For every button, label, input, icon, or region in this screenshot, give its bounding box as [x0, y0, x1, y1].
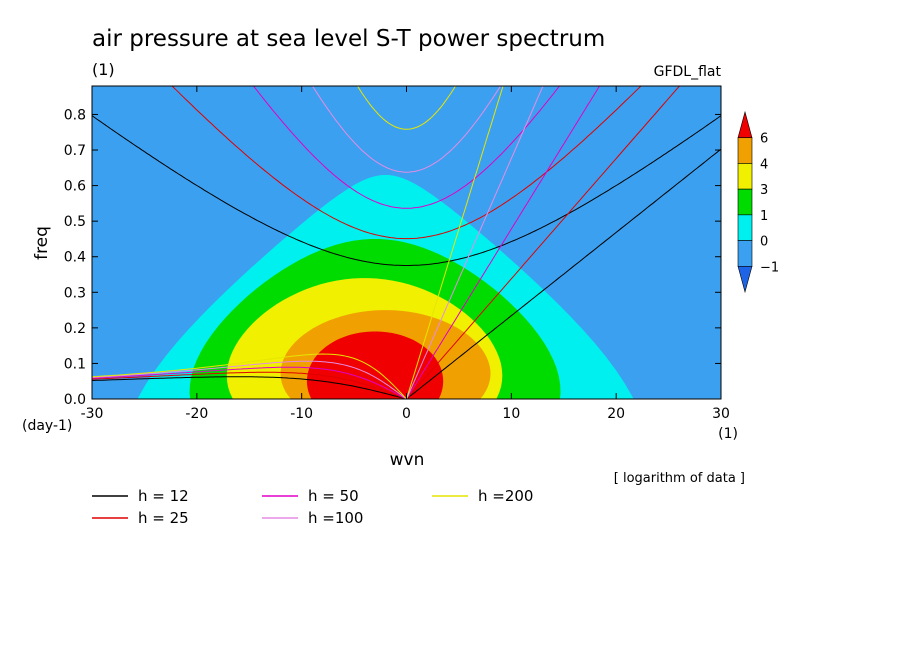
- data-note: [ logarithm of data ]: [614, 471, 745, 486]
- rossby-curve-h100: [92, 360, 407, 399]
- y-units: (day-1): [22, 418, 72, 434]
- colorbar-label: 1: [760, 209, 768, 224]
- contour-fills: [137, 175, 634, 399]
- legend: h = 12 h = 25 h = 50 h =100 h =200: [92, 487, 533, 527]
- y-axis: 0.0 0.1 0.2 0.3 0.4 0.5 0.6 0.7 0.8: [64, 107, 721, 408]
- colorbar-segment: [737, 240, 753, 267]
- y-tick-label: 0.5: [64, 214, 86, 230]
- x-axis-label: wvn: [390, 450, 425, 470]
- colorbar-segment: [737, 137, 753, 164]
- gravity-curve-h100: [311, 86, 502, 173]
- colorbar-label: 6: [760, 132, 768, 147]
- legend-label: h = 25: [138, 509, 189, 527]
- x-tick-label: 10: [502, 406, 520, 422]
- plot-area: [92, 86, 721, 399]
- rossby-curve-h12: [92, 376, 407, 399]
- kelvin-line-h100: [406, 86, 544, 399]
- gravity-curve-h12: [92, 115, 721, 266]
- x-tick-label: -20: [185, 406, 208, 422]
- kelvin-line-h200: [406, 86, 504, 399]
- colorbar: 6 4 3 1 0 −1: [737, 110, 779, 294]
- legend-label: h = 50: [308, 487, 359, 505]
- dispersion-curves: [92, 86, 721, 399]
- x-tick-label: -30: [81, 406, 104, 422]
- y-tick-label: 0.1: [64, 356, 86, 372]
- kelvin-line-h12: [406, 148, 721, 399]
- y-tick-label: 0.0: [64, 392, 86, 408]
- y-tick-label: 0.3: [64, 285, 86, 301]
- kelvin-line-h50: [406, 86, 601, 399]
- y-tick-label: 0.7: [64, 143, 86, 159]
- colorbar-segment: [737, 214, 753, 241]
- x-tick-label: 0: [402, 406, 411, 422]
- y-tick-label: 0.6: [64, 179, 86, 195]
- kelvin-line-h25: [406, 86, 681, 399]
- chart-title: air pressure at sea level S-T power spec…: [92, 26, 605, 52]
- x-units: (1): [718, 426, 738, 442]
- rossby-curve-h50: [92, 366, 407, 399]
- contour-band-6: [306, 331, 444, 399]
- y-tick-label: 0.8: [64, 107, 86, 123]
- y-tick-label: 0.2: [64, 321, 86, 337]
- gravity-curve-h200: [356, 86, 457, 130]
- y-axis-label: freq: [32, 226, 52, 260]
- x-axis: -30 -20 -10 0 10 20 30: [81, 86, 730, 422]
- colorbar-segment: [737, 188, 753, 216]
- legend-label: h = 12: [138, 487, 189, 505]
- title-units: (1): [92, 60, 115, 79]
- x-tick-label: -10: [290, 406, 313, 422]
- rossby-curve-h200: [92, 353, 407, 399]
- model-label: GFDL_flat: [654, 64, 722, 80]
- colorbar-label: 3: [760, 183, 768, 198]
- gravity-curve-h50: [252, 86, 561, 209]
- rossby-curve-h25: [92, 371, 407, 399]
- colorbar-segment: [737, 265, 753, 294]
- colorbar-segment: [737, 110, 753, 139]
- x-tick-label: 30: [712, 406, 730, 422]
- colorbar-label: 0: [760, 235, 768, 250]
- x-tick-label: 20: [607, 406, 625, 422]
- colorbar-label: −1: [760, 260, 779, 275]
- legend-label: h =100: [308, 509, 363, 527]
- y-tick-label: 0.4: [64, 250, 86, 266]
- colorbar-label: 4: [760, 157, 768, 172]
- gravity-curve-h25: [171, 86, 642, 240]
- legend-label: h =200: [478, 487, 533, 505]
- colorbar-segment: [737, 163, 753, 190]
